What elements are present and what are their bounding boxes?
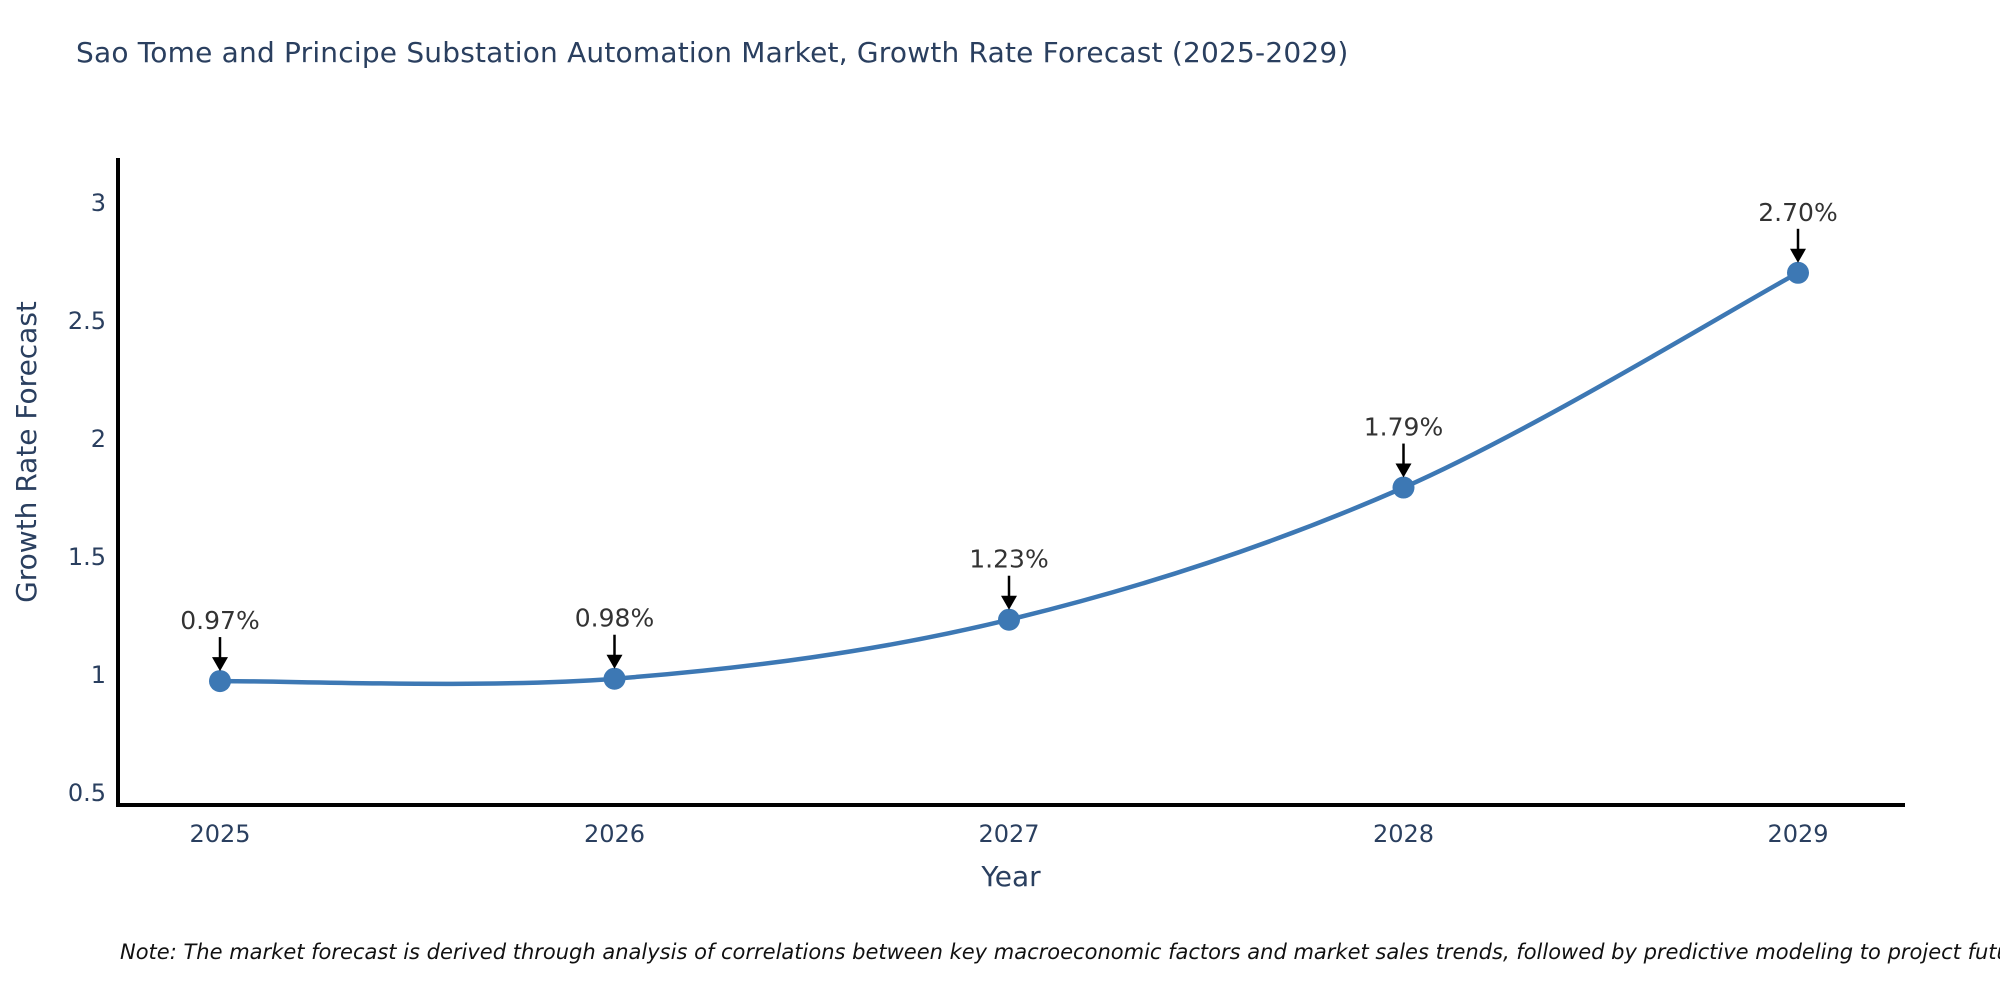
y-tick-label: 0.5 <box>68 779 106 807</box>
data-point-marker <box>998 608 1020 631</box>
annotation-value-label: 1.23% <box>969 545 1048 574</box>
x-tick-label: 2027 <box>978 820 1039 848</box>
annotation-value-label: 0.98% <box>575 604 654 633</box>
x-axis-title: Year <box>980 860 1041 893</box>
annotation-value-label: 0.97% <box>180 606 259 635</box>
data-point-marker <box>1392 476 1415 499</box>
annotation-arrow-head <box>1790 248 1806 263</box>
data-point-marker <box>209 670 231 693</box>
y-tick-label: 2 <box>91 425 106 453</box>
footnote: Note: The market forecast is derived thr… <box>120 940 2000 964</box>
annotation-arrow-head <box>1395 463 1412 478</box>
chart-title: Sao Tome and Principe Substation Automat… <box>76 36 1349 69</box>
x-tick-label: 2028 <box>1373 820 1434 848</box>
annotation-value-label: 1.79% <box>1364 413 1443 442</box>
annotation-arrow-head <box>212 657 228 672</box>
x-tick-label: 2029 <box>1767 820 1828 848</box>
annotation-arrow-head <box>1001 595 1017 610</box>
y-axis-title: Growth Rate Forecast <box>10 301 43 603</box>
y-tick-label: 1.5 <box>68 543 106 571</box>
data-point-marker <box>1787 261 1809 284</box>
annotation-value-label: 2.70% <box>1758 198 1837 227</box>
y-tick-label: 2.5 <box>68 307 106 335</box>
x-tick-label: 2026 <box>584 820 645 848</box>
y-tick-label: 3 <box>91 189 106 217</box>
data-point-marker <box>603 667 626 690</box>
y-tick-label: 1 <box>91 661 106 689</box>
x-tick-label: 2025 <box>189 820 250 848</box>
annotation-arrow-head <box>606 654 623 669</box>
